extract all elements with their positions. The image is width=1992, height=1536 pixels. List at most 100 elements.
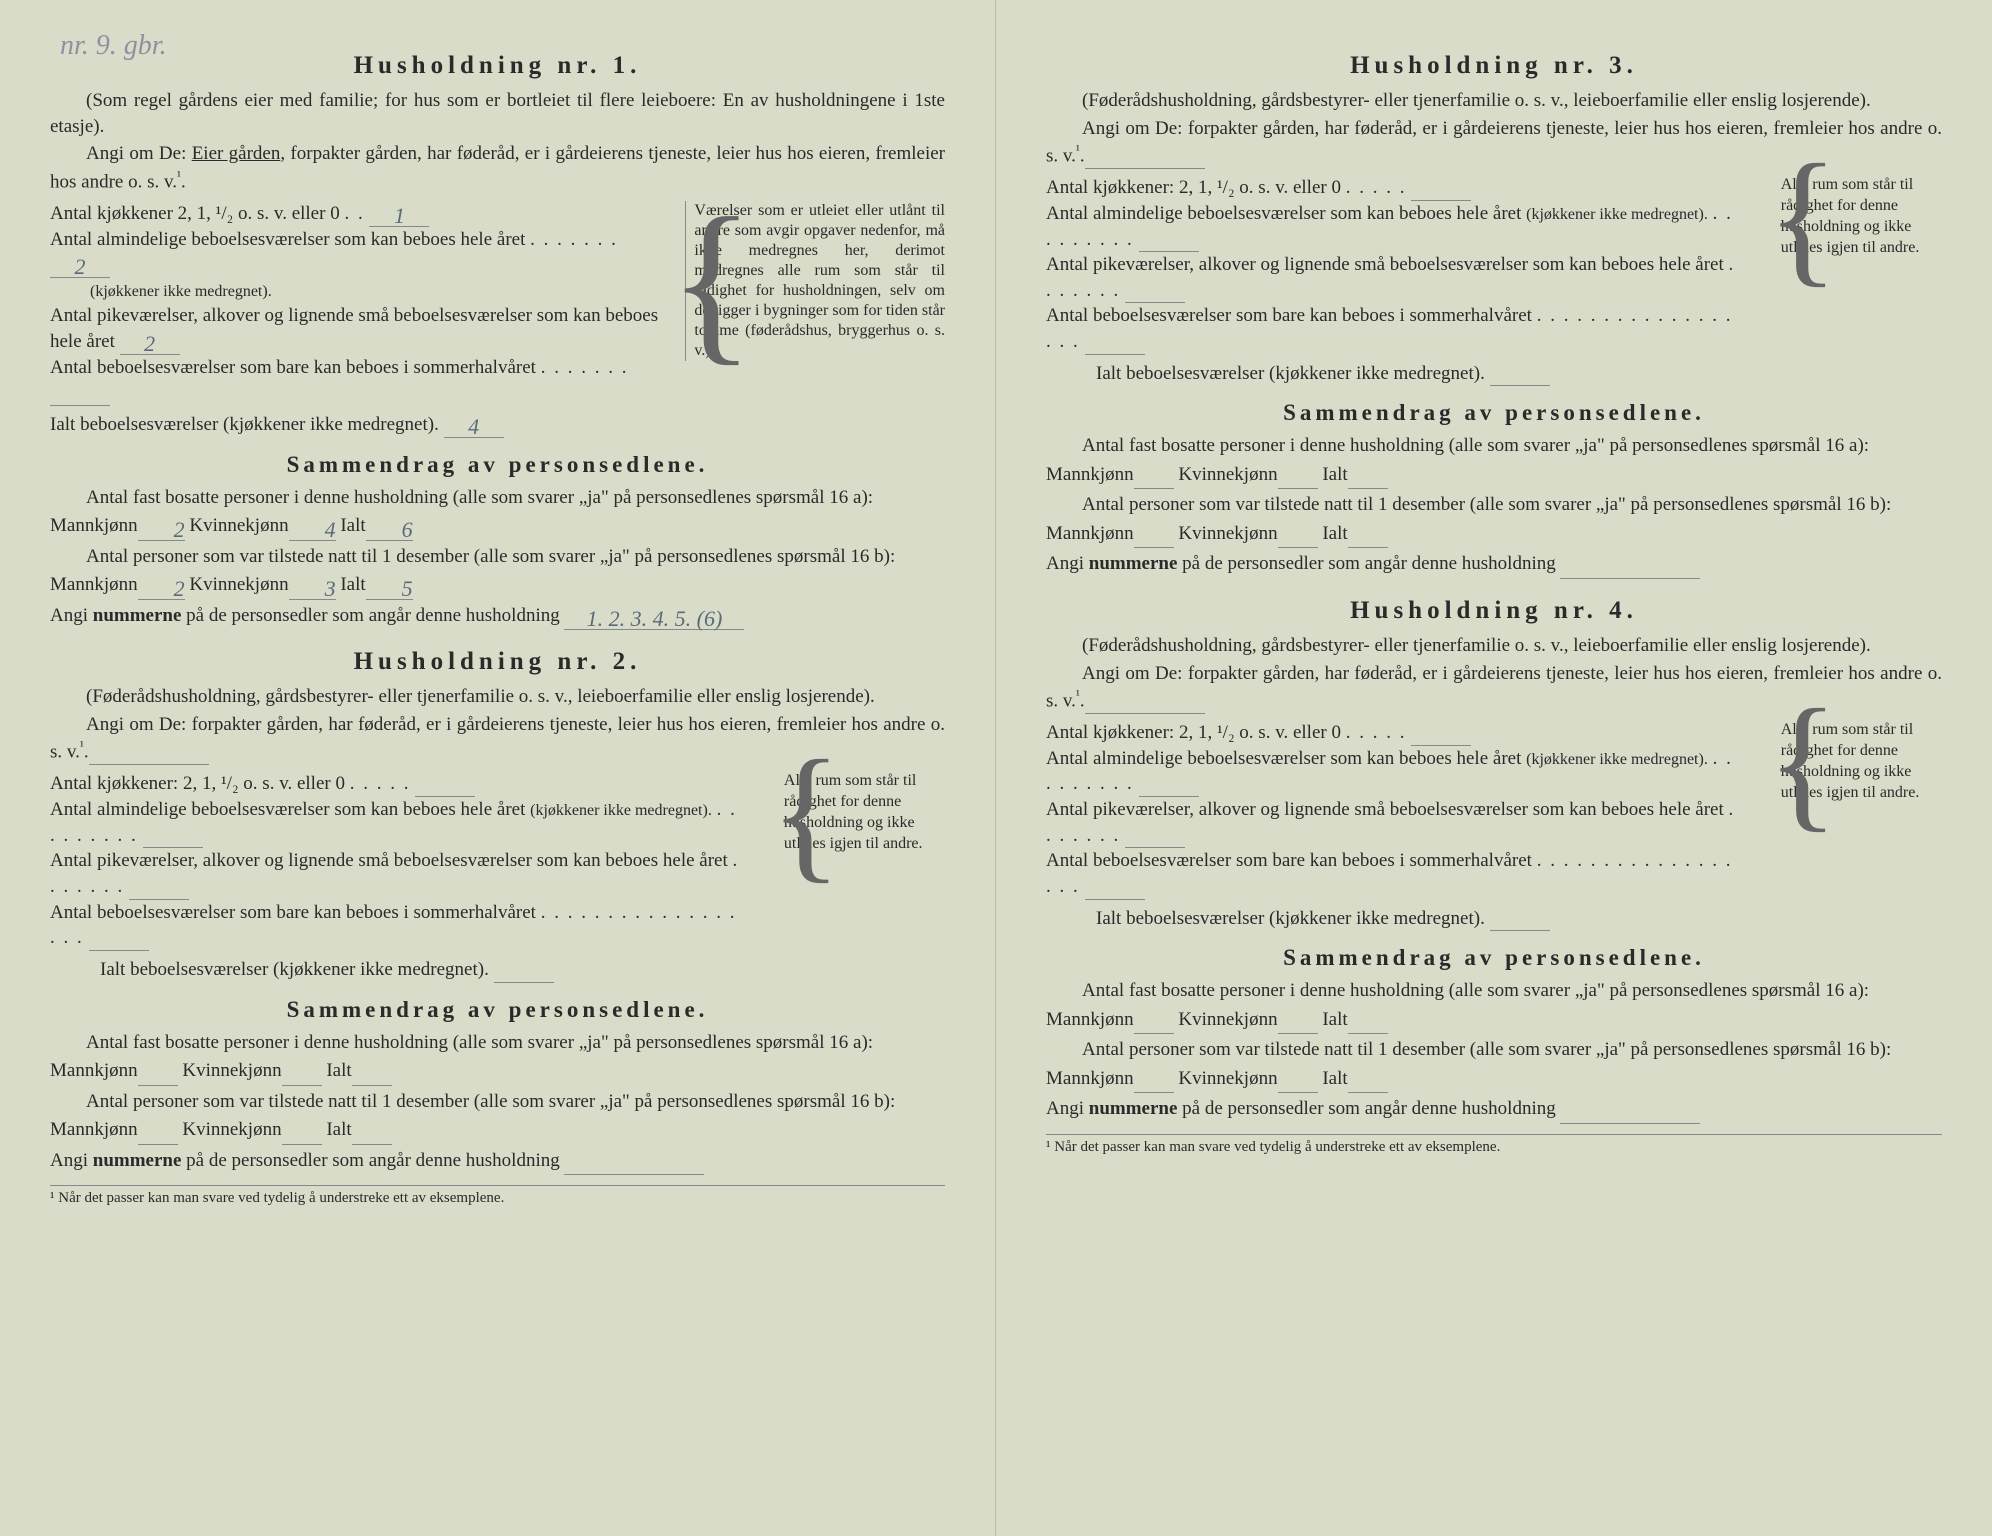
nummer-val-3: [1560, 578, 1700, 579]
row-ialt: Ialt beboelsesværelser (kjøkkener ikke m…: [50, 414, 439, 435]
til-ialt-1: 5: [366, 579, 413, 600]
fast-text: Antal fast bosatte personer i denne hush…: [1082, 435, 1869, 456]
row-sommer: Antal beboelsesværelser som bare kan beb…: [1046, 850, 1532, 871]
fast-text: Antal fast bosatte personer i denne hush…: [86, 1032, 873, 1053]
label-mann: Mannkjønn: [1046, 1068, 1134, 1089]
fast-text: Antal fast bosatte personer i denne hush…: [1082, 980, 1869, 1001]
label-mann: Mannkjønn: [1046, 464, 1134, 485]
label-kvinne: Kvinnekjønn: [1178, 1068, 1277, 1089]
label-mann: Mannkjønn: [1046, 523, 1134, 544]
husholdning-4: Husholdning nr. 4. (Føderådshusholdning,…: [1046, 597, 1942, 1156]
fast-row-2: Antal fast bosatte personer i denne hush…: [50, 1029, 945, 1086]
intro-4: (Føderådshusholdning, gårdsbestyrer- ell…: [1046, 633, 1942, 659]
val-kjokken-1: 1: [369, 206, 429, 227]
label-kvinne: Kvinnekjønn: [1178, 523, 1277, 544]
label-mann: Mannkjønn: [50, 515, 138, 536]
row-alm-note: (kjøkkener ikke medregnet).: [530, 802, 712, 819]
nummer-row-1: Angi nummerne på de personsedler som ang…: [50, 602, 945, 631]
val-sommer-3: [1085, 354, 1145, 355]
til-ialt-2: [352, 1144, 392, 1145]
heading-3: Husholdning nr. 3.: [1046, 52, 1942, 80]
sammen-heading-2: Sammendrag av personsedlene.: [50, 997, 945, 1023]
tilstede-text: Antal personer som var tilstede natt til…: [86, 1091, 895, 1112]
eier-underlined: Eier gården: [192, 143, 281, 164]
footnote-left: ¹ Når det passer kan man svare ved tydel…: [50, 1185, 945, 1207]
nummer-row-4: Angi nummerne på de personsedler som ang…: [1046, 1095, 1942, 1124]
fast-row-1: Antal fast bosatte personer i denne hush…: [50, 484, 945, 541]
side-note-3: { Alle rum som står til rådighet for den…: [1781, 175, 1942, 258]
husholdning-2: Husholdning nr. 2. (Føderådshusholdning,…: [50, 648, 945, 1207]
page-right: Husholdning nr. 3. (Føderådshusholdning,…: [996, 0, 1992, 1536]
row-ialt: Ialt beboelsesværelser (kjøkkener ikke m…: [1096, 363, 1485, 384]
fast-kvinne-4: [1278, 1033, 1318, 1034]
row-sommer: Antal beboelsesværelser som bare kan beb…: [50, 357, 536, 378]
nummer-val-1: 1. 2. 3. 4. 5. (6): [564, 609, 744, 630]
husholdning-1: Husholdning nr. 1. (Som regel gårdens ei…: [50, 52, 945, 630]
side-note-2: { Alle rum som står til rådighet for den…: [784, 771, 945, 854]
til-mann-3: [1134, 547, 1174, 548]
fast-ialt-3: [1348, 488, 1388, 489]
rows-block-3: Antal kjøkkener: 2, 1, ¹/₂ o. s. v. elle…: [1046, 175, 1942, 386]
sup: ¹: [1076, 687, 1080, 702]
sammen-heading-3: Sammendrag av personsedlene.: [1046, 400, 1942, 426]
husholdning-3: Husholdning nr. 3. (Føderådshusholdning,…: [1046, 52, 1942, 579]
val-ialt-3: [1490, 385, 1550, 386]
angi-fill: [1085, 713, 1205, 714]
label-kvinne: Kvinnekjønn: [182, 1119, 281, 1140]
val-ialt-4: [1490, 930, 1550, 931]
row-alm: Antal almindelige beboelsesværelser som …: [1046, 203, 1521, 224]
rows-block-4: Antal kjøkkener: 2, 1, ¹/₂ o. s. v. elle…: [1046, 720, 1942, 931]
fast-mann-3: [1134, 488, 1174, 489]
til-kvinne-2: [282, 1144, 322, 1145]
intro-3: (Føderådshusholdning, gårdsbestyrer- ell…: [1046, 88, 1942, 114]
row-kjokken: Antal kjøkkener: 2, 1, ¹/₂ o. s. v. elle…: [1046, 177, 1341, 198]
tilstede-row-3: Antal personer som var tilstede natt til…: [1046, 491, 1942, 548]
label-ialt: Ialt: [1322, 1009, 1347, 1030]
fast-ialt-1: 6: [366, 520, 413, 541]
row-alm: Antal almindelige beboelsesværelser som …: [50, 799, 525, 820]
row-kjokken: Antal kjøkkener 2, 1, ¹/₂ o. s. v. eller…: [50, 203, 340, 224]
label-ialt: Ialt: [326, 1119, 351, 1140]
sup: ¹: [177, 168, 181, 183]
footnote-right: ¹ Når det passer kan man svare ved tydel…: [1046, 1134, 1942, 1156]
label-mann: Mannkjønn: [50, 574, 138, 595]
label-ialt: Ialt: [1322, 523, 1347, 544]
sammen-heading-1: Sammendrag av personsedlene.: [50, 452, 945, 478]
label-kvinne: Kvinnekjønn: [182, 1060, 281, 1081]
tilstede-text: Antal personer som var tilstede natt til…: [1082, 1039, 1891, 1060]
row-ialt: Ialt beboelsesværelser (kjøkkener ikke m…: [1096, 908, 1485, 929]
label-kvinne: Kvinnekjønn: [189, 574, 288, 595]
til-mann-1: 2: [138, 579, 185, 600]
angi-prefix: Angi om De:: [86, 714, 186, 735]
tilstede-row-2: Antal personer som var tilstede natt til…: [50, 1088, 945, 1145]
val-sommer-1: [50, 405, 110, 406]
row-sommer: Antal beboelsesværelser som bare kan beb…: [50, 902, 536, 923]
til-mann-2: [138, 1144, 178, 1145]
nummer-row-2: Angi nummerne på de personsedler som ang…: [50, 1147, 945, 1176]
intro-1: (Som regel gårdens eier med familie; for…: [50, 88, 945, 139]
label-ialt: Ialt: [1322, 464, 1347, 485]
row-pike: Antal pikeværelser, alkover og lignende …: [50, 850, 728, 871]
rows-block-2: Antal kjøkkener: 2, 1, ¹/₂ o. s. v. elle…: [50, 771, 945, 982]
fast-mann-4: [1134, 1033, 1174, 1034]
fast-text: Antal fast bosatte personer i denne hush…: [86, 487, 873, 508]
label-kvinne: Kvinnekjønn: [1178, 464, 1277, 485]
label-ialt: Ialt: [1322, 1068, 1347, 1089]
fast-ialt-2: [352, 1085, 392, 1086]
val-alm-1: 2: [50, 257, 110, 278]
angi-prefix: Angi om De:: [86, 143, 186, 164]
til-kvinne-3: [1278, 547, 1318, 548]
til-ialt-4: [1348, 1092, 1388, 1093]
tilstede-text: Antal personer som var tilstede natt til…: [86, 546, 895, 567]
nummer-val-4: [1560, 1123, 1700, 1124]
tilstede-text: Antal personer som var tilstede natt til…: [1082, 494, 1891, 515]
fast-mann-2: [138, 1085, 178, 1086]
side-note-4: { Alle rum som står til rådighet for den…: [1781, 720, 1942, 803]
angi-prefix: Angi om De:: [1082, 118, 1182, 139]
row-kjokken: Antal kjøkkener: 2, 1, ¹/₂ o. s. v. elle…: [1046, 722, 1341, 743]
val-pike-1: 2: [120, 334, 180, 355]
fast-kvinne-1: 4: [289, 520, 336, 541]
til-ialt-3: [1348, 547, 1388, 548]
tilstede-row-4: Antal personer som var tilstede natt til…: [1046, 1036, 1942, 1093]
til-kvinne-4: [1278, 1092, 1318, 1093]
